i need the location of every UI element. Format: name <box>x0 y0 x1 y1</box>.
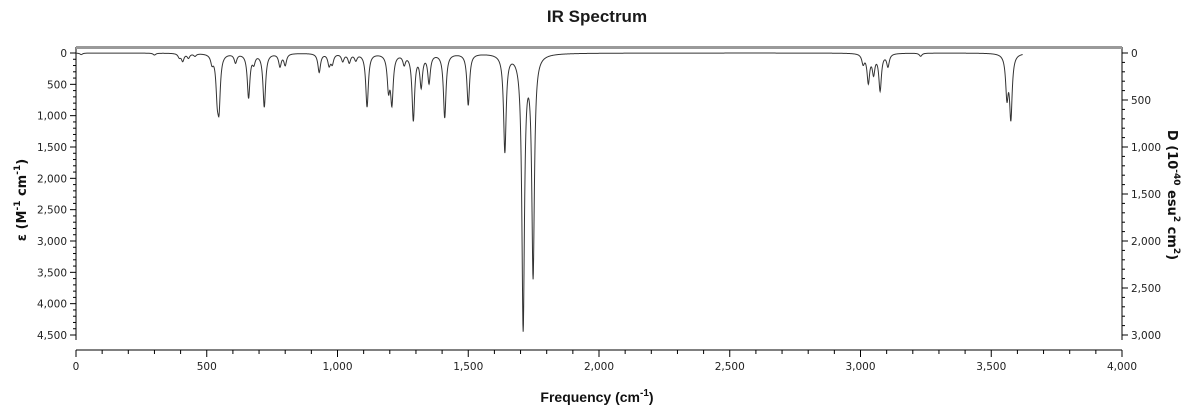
x-tick-label: 4,000 <box>1107 361 1137 373</box>
y-right-tick-label: 2,000 <box>1131 236 1161 248</box>
y-left-tick-label: 1,500 <box>37 142 67 154</box>
y-left-tick-label: 0 <box>60 48 67 60</box>
tick-marks <box>70 52 1128 357</box>
y-left-tick-label: 2,500 <box>37 205 67 217</box>
y-right-tick-label: 0 <box>1131 48 1138 60</box>
y-right-tick-label: 1,500 <box>1131 189 1161 201</box>
y-left-tick-label: 3,000 <box>37 236 67 248</box>
y-left-tick-label: 4,000 <box>37 299 67 311</box>
x-tick-label: 500 <box>197 361 217 373</box>
y-left-tick-label: 500 <box>47 79 67 91</box>
x-tick-label: 1,000 <box>322 361 352 373</box>
x-tick-label: 3,500 <box>976 361 1006 373</box>
y-right-tick-label: 1,000 <box>1131 142 1161 154</box>
tick-labels: 0 500 1,000 1,500 2,000 2,500 3,000 3,500 4,000 4… <box>37 48 1161 373</box>
y-left-tick-label: 2,000 <box>37 173 67 185</box>
x-tick-label: 2,000 <box>584 361 614 373</box>
plot-area <box>75 52 1023 332</box>
y-left-tick-label: 1,000 <box>37 111 67 123</box>
x-tick-label: 1,500 <box>453 361 483 373</box>
x-axis-label: Frequency (cm-1) <box>540 388 653 405</box>
y-right-tick-label: 500 <box>1131 95 1151 107</box>
x-tick-label: 2,500 <box>715 361 745 373</box>
y-right-tick-label: 2,500 <box>1131 283 1161 295</box>
chart-title: IR Spectrum <box>547 7 647 26</box>
y-left-tick-label: 4,500 <box>37 330 67 342</box>
axes <box>75 46 1123 351</box>
y-left-tick-label: 3,500 <box>37 267 67 279</box>
y-right-axis-label: D (10-40 esu2 cm2) <box>1164 130 1181 260</box>
y-right-tick-label: 3,000 <box>1131 330 1161 342</box>
x-tick-label: 0 <box>73 361 80 373</box>
y-left-axis-label: ε (M-1 cm-1) <box>13 159 30 241</box>
x-tick-label: 3,000 <box>845 361 875 373</box>
plot-top-border <box>76 46 1122 49</box>
spectrum-line <box>75 52 1023 332</box>
